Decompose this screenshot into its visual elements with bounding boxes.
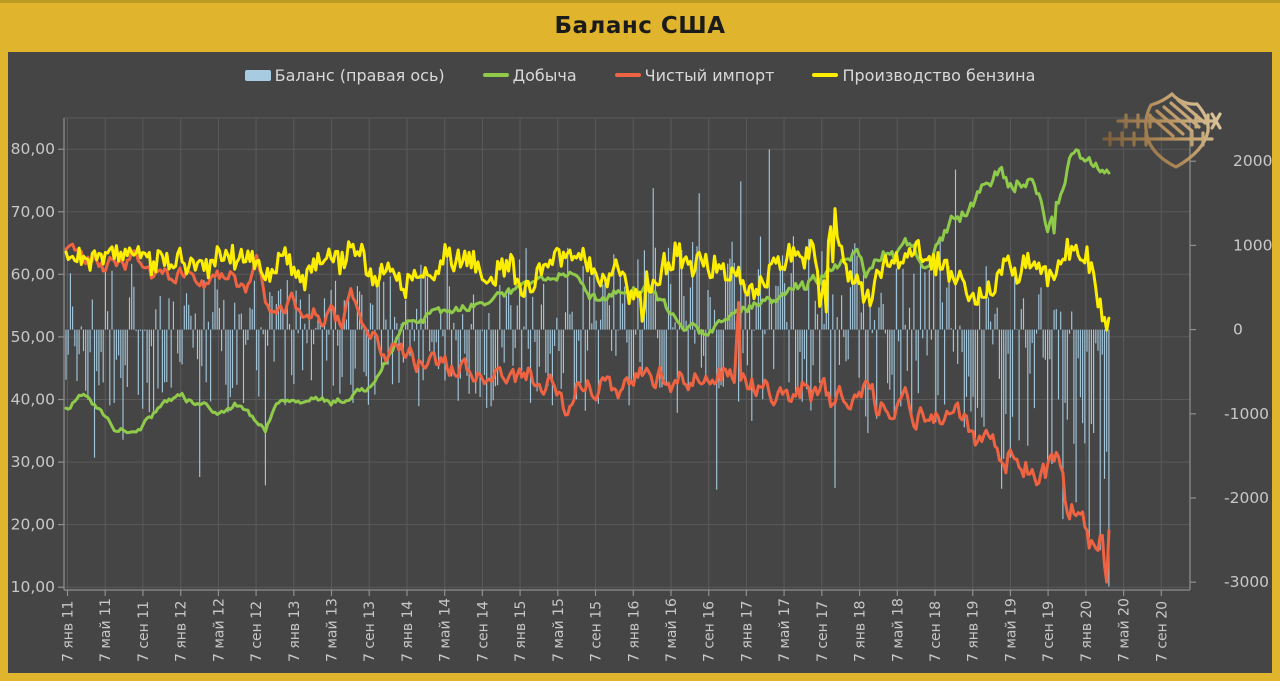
x-axis-tick-label: 7 сен 12 <box>249 601 265 662</box>
line-dobycha <box>64 148 1111 435</box>
x-axis-tick-label: 7 май 14 <box>438 598 454 662</box>
legend-item-gasoline: Производство бензина <box>812 66 1035 85</box>
legend-item-production: Добыча <box>482 65 577 85</box>
brand-logo-icon <box>1102 92 1222 169</box>
series-dobycha <box>64 148 1111 435</box>
x-axis-tick-label: 7 май 17 <box>777 598 793 662</box>
line-chisty-import <box>64 242 1111 584</box>
right-axis-tick-label: -3000 <box>1224 573 1269 591</box>
x-axis-tick-label: 7 янв 11 <box>61 601 77 662</box>
x-axis-tick-label: 7 янв 19 <box>966 601 982 662</box>
x-axis-tick-label: 7 янв 17 <box>739 601 755 662</box>
x-axis-tick-label: 7 май 18 <box>890 598 906 662</box>
logo-rail-lower-ticks <box>1108 131 1205 147</box>
series-balance-bars <box>65 149 1110 587</box>
x-axis-tick-label: 7 сен 17 <box>815 601 831 662</box>
legend-label-balance: Баланс (правая ось) <box>274 65 445 85</box>
left-axis-tick-label: 60,00 <box>11 265 55 283</box>
x-axis-tick-label: 7 май 12 <box>211 598 227 662</box>
x-axis-tick-label: 7 май 20 <box>1117 598 1133 662</box>
legend-label-net-imports: Чистый импорт <box>644 65 775 85</box>
x-axis-tick-label: 7 сен 20 <box>1154 601 1170 662</box>
axis-labels: 10,00 20,00 30,00 40,00 50,00 60,00 70,00 80,00… <box>11 140 1273 662</box>
x-axis-tick-label: 7 янв 13 <box>287 601 303 662</box>
x-axis-tick-label: 7 янв 16 <box>626 600 642 662</box>
x-axis-tick-label: 7 янв 18 <box>853 601 869 662</box>
x-axis-tick-label: 7 май 16 <box>664 598 680 662</box>
series-chisty-import <box>64 242 1111 584</box>
logo-hatching <box>1148 98 1207 138</box>
left-axis-tick-label: 20,00 <box>11 516 55 534</box>
left-axis-tick-label: 70,00 <box>11 203 55 221</box>
x-axis-tick-label: 7 сен 18 <box>928 601 944 662</box>
right-axis-tick-label: 2000 <box>1233 152 1272 170</box>
axes <box>58 117 1196 596</box>
x-axis-tick-label: 7 сен 16 <box>702 601 718 662</box>
x-axis-tick-label: 7 сен 13 <box>362 601 378 662</box>
left-axis-tick-label: 10,00 <box>11 578 55 596</box>
title-band: Баланс США <box>0 0 1280 52</box>
legend-item-balance: Баланс (правая ось) <box>244 65 445 85</box>
legend-line-swatch-icon <box>812 73 839 77</box>
x-axis-tick-label: 7 сен 19 <box>1041 601 1057 662</box>
right-axis-tick-label: -1000 <box>1224 405 1269 423</box>
legend-item-net-imports: Чистый импорт <box>614 65 775 85</box>
line-benzin <box>64 207 1111 332</box>
chart-title: Баланс США <box>554 13 726 39</box>
x-axis-tick-label: 7 сен 11 <box>136 601 152 662</box>
left-axis-tick-label: 40,00 <box>11 391 55 409</box>
right-axis-tick-label: 0 <box>1233 321 1243 339</box>
right-axis-tick-label: -2000 <box>1224 489 1269 507</box>
x-axis-tick-label: 7 сен 14 <box>475 601 491 662</box>
logo-shield <box>1144 92 1210 169</box>
x-axis-tick-label: 7 май 11 <box>98 598 114 662</box>
legend: Баланс (правая ось) Добыча Чистый импорт… <box>8 62 1272 88</box>
legend-line-swatch-icon <box>614 73 641 77</box>
right-axis-tick-label: 1000 <box>1233 236 1272 254</box>
left-axis-tick-label: 50,00 <box>11 328 55 346</box>
legend-line-swatch-icon <box>482 73 509 77</box>
x-axis-tick-label: 7 сен 15 <box>589 601 605 662</box>
legend-label-production: Добыча <box>512 65 577 85</box>
x-axis-tick-label: 7 май 13 <box>325 598 341 662</box>
x-axis-tick-label: 7 янв 15 <box>513 601 529 662</box>
series-benzin <box>64 207 1111 332</box>
legend-bar-swatch-icon <box>244 69 271 81</box>
legend-label-gasoline: Производство бензина <box>842 65 1036 85</box>
balance-bars <box>65 149 1110 587</box>
left-axis-tick-label: 80,00 <box>11 140 55 158</box>
x-axis-tick-label: 7 май 19 <box>1003 598 1019 662</box>
x-axis-tick-label: 7 янв 20 <box>1079 601 1095 662</box>
x-axis-tick-label: 7 май 15 <box>551 598 567 662</box>
left-axis-tick-label: 30,00 <box>11 453 55 471</box>
x-axis-tick-label: 7 янв 12 <box>174 601 190 662</box>
x-axis-tick-label: 7 янв 14 <box>400 600 416 662</box>
